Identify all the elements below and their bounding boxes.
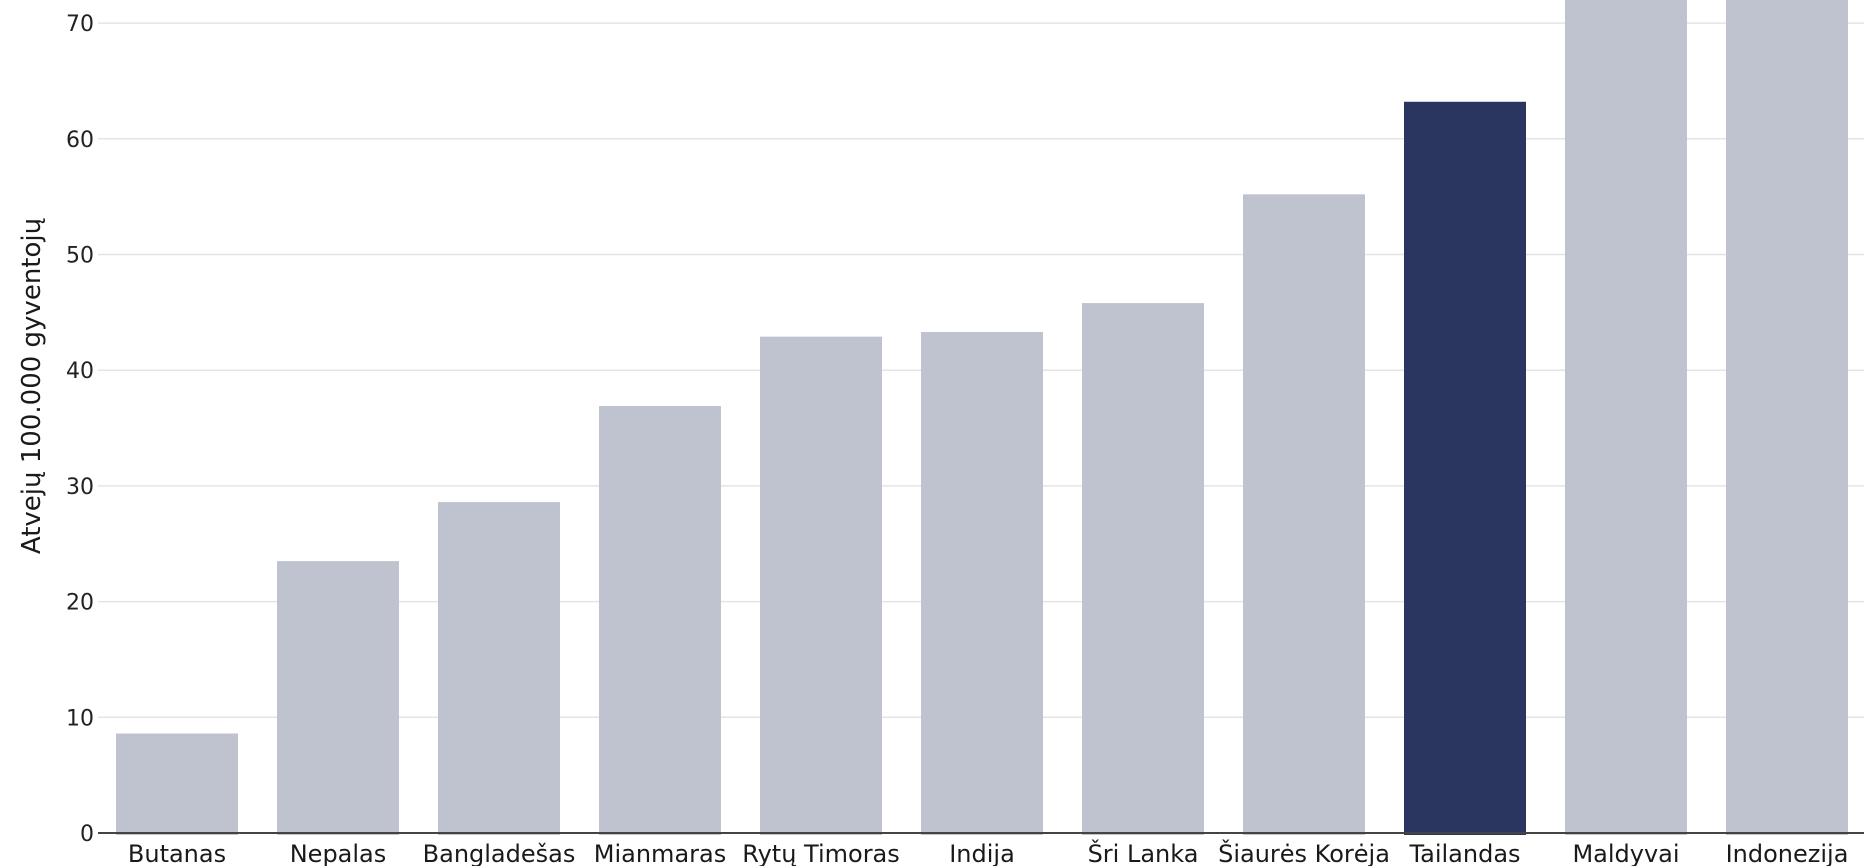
bars	[116, 0, 1848, 835]
y-tick-label-0: 0	[80, 822, 94, 847]
x-tick-label-7: Šri Lanka	[1088, 838, 1199, 866]
x-tick-label-2: Nepalas	[290, 840, 387, 866]
y-tick-label-20: 20	[66, 591, 94, 616]
y-tick-label-30: 30	[66, 475, 94, 500]
x-tick-label-8: Šiaurės Korėja	[1218, 838, 1390, 866]
bar-9	[1404, 101, 1526, 835]
y-tick-label-10: 10	[66, 706, 94, 731]
x-tick-label-11: Indonezija	[1726, 840, 1849, 866]
bar-5	[760, 336, 882, 835]
bar-8	[1243, 194, 1365, 835]
y-axis-title: Atvejų 100.000 gyventojų	[17, 218, 47, 554]
x-tick-label-6: Indija	[949, 840, 1015, 866]
bar-11	[1726, 0, 1848, 835]
y-tick-label-70: 70	[66, 12, 94, 37]
bar-6	[921, 332, 1043, 835]
x-tick-label-9: Tailandas	[1408, 840, 1520, 866]
y-tick-label-50: 50	[66, 244, 94, 269]
y-axis-ticks: 0 10 20 30 40 50 60 70	[66, 12, 94, 847]
x-tick-label-5: Rytų Timoras	[742, 840, 900, 866]
x-tick-label-3: Bangladešas	[423, 840, 576, 866]
bar-3	[438, 502, 560, 835]
x-axis-labels: Butanas Nepalas Bangladešas Mianmaras Rytų T…	[128, 838, 1849, 866]
bar-2	[277, 561, 399, 835]
bar-10	[1565, 0, 1687, 835]
y-tick-label-40: 40	[66, 359, 94, 384]
bar-7	[1082, 303, 1204, 835]
x-tick-label-10: Maldyvai	[1572, 840, 1679, 866]
bar-1	[116, 733, 238, 835]
x-tick-label-4: Mianmaras	[594, 840, 726, 866]
bar-4	[599, 406, 721, 835]
x-tick-label-1: Butanas	[128, 840, 226, 866]
y-tick-label-60: 60	[66, 128, 94, 153]
